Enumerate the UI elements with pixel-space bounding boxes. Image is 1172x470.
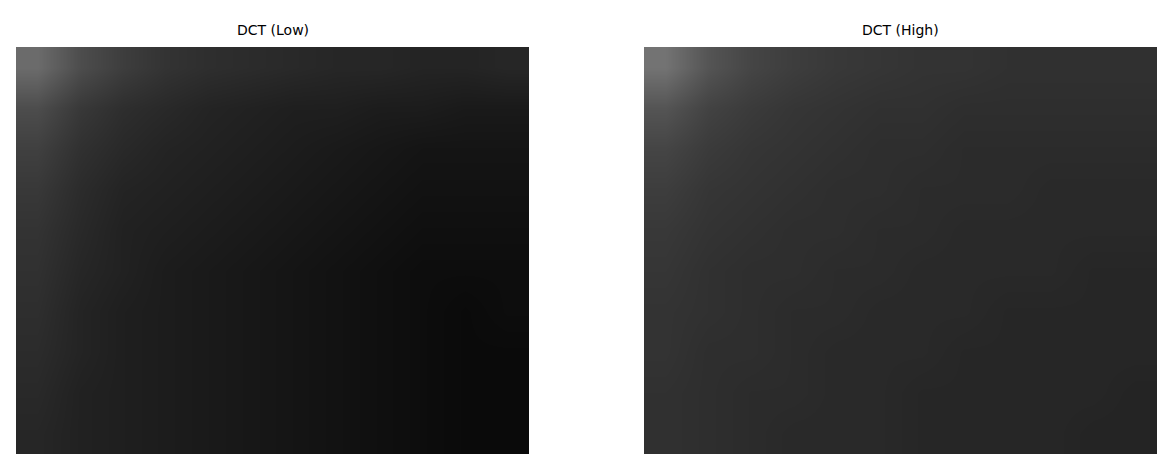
svg-text:DCT (Low): DCT (Low) <box>237 22 309 38</box>
svg-text:DCT (High): DCT (High) <box>862 22 939 38</box>
